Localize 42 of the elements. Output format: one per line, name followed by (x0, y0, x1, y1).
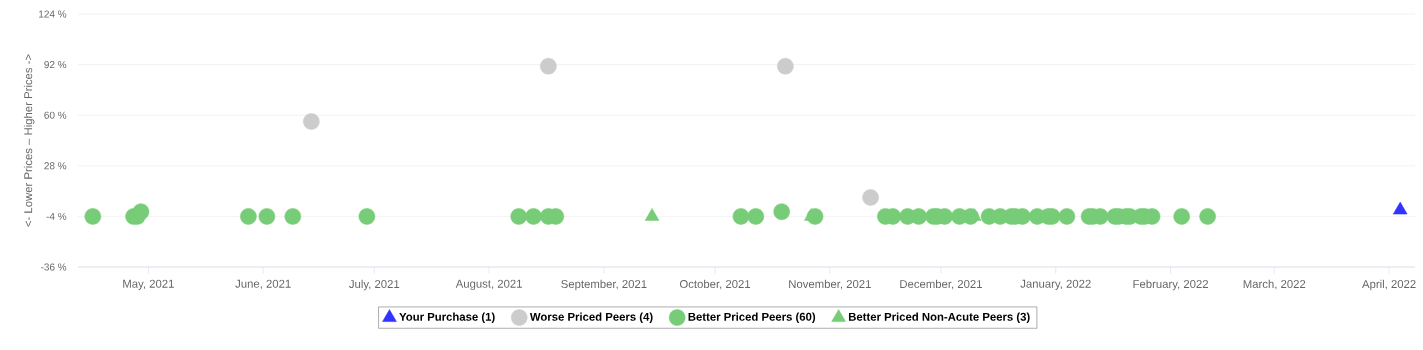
legend-label: Better Priced Non-Acute Peers (3) (848, 312, 1030, 324)
point (303, 113, 320, 130)
point (525, 208, 542, 225)
point (644, 208, 660, 221)
legend-label: Your Purchase (1) (399, 312, 495, 324)
point (1173, 208, 1190, 225)
legend-label: Worse Priced Peers (4) (529, 312, 653, 324)
legend-label: Better Priced Peers (60) (688, 312, 816, 324)
point (1199, 208, 1216, 225)
point (540, 57, 557, 75)
y-tick-label: -4 % (46, 212, 67, 220)
point (777, 57, 794, 75)
y-tick-label: 28 % (44, 162, 67, 170)
point (1058, 208, 1076, 225)
x-tick-label: April, 2022 (1362, 279, 1416, 291)
x-tick-label: November, 2021 (789, 279, 871, 290)
y-tick-label: 92 % (44, 61, 67, 69)
point (747, 208, 765, 225)
point (258, 208, 276, 225)
x-tick-label: October, 2021 (679, 279, 751, 290)
x-tick-label: January, 2022 (1020, 279, 1091, 290)
point (773, 203, 790, 220)
point (510, 208, 528, 225)
x-tick-label: February, 2022 (1133, 279, 1208, 291)
x-tick-label: May, 2021 (123, 279, 174, 290)
x-tick-label: September, 2021 (561, 279, 647, 291)
x-tick-label: March, 2022 (1243, 279, 1306, 290)
x-tick-label: June, 2021 (235, 279, 291, 290)
point (284, 208, 302, 225)
point (84, 208, 102, 225)
point (240, 208, 257, 225)
point (862, 189, 879, 206)
y-tick-label: 124 % (39, 10, 67, 18)
x-tick-label: December, 2021 (900, 279, 982, 290)
x-tick-label: August, 2021 (455, 279, 522, 290)
y-tick-label: -36 % (40, 263, 67, 271)
point (132, 203, 150, 220)
y-axis-title: <- Lower Prices – Higher Prices -> (23, 54, 35, 227)
x-tick-label: July, 2021 (349, 279, 400, 291)
y-tick-label: 60 % (44, 111, 67, 119)
point (732, 208, 750, 225)
point (358, 208, 376, 225)
